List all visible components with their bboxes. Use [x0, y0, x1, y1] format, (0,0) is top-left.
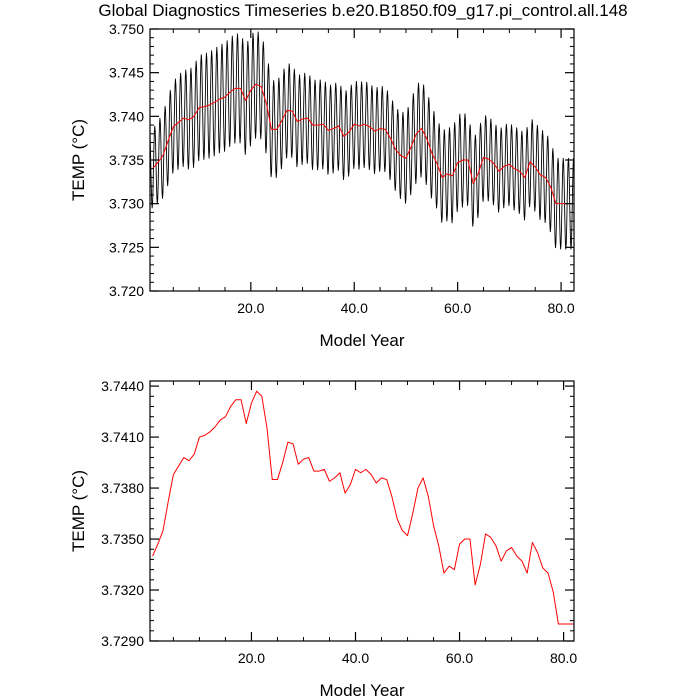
y-tick-label: 3.720 — [109, 283, 144, 299]
x-tick-label: 60.0 — [446, 650, 473, 666]
annual-mean-line — [152, 83, 572, 205]
chart-panel-2: 20.0 40.0 60.0 80.0 3.7290 3.7320 3.7350 3.7380… — [69, 378, 577, 700]
y-tick-label: 3.7380 — [101, 480, 144, 496]
y-tick-label: 3.7440 — [101, 378, 144, 394]
plot-area — [150, 31, 574, 250]
y-tick-label: 3.730 — [109, 196, 144, 212]
y-tick-label: 3.735 — [109, 152, 144, 168]
x-tick-label: 80.0 — [547, 300, 574, 316]
x-tick-label: 40.0 — [341, 300, 368, 316]
y-tick-label: 3.7350 — [101, 531, 144, 547]
x-tick-label: 80.0 — [550, 650, 577, 666]
x-tick-label: 40.0 — [342, 650, 369, 666]
y-tick-label: 3.7410 — [101, 429, 144, 445]
plot-frame — [149, 380, 575, 642]
x-axis-label: Model Year — [319, 681, 404, 700]
y-tick-label: 3.750 — [109, 21, 144, 37]
y-tick-label: 3.745 — [109, 65, 144, 81]
y-axis-label: TEMP (°C) — [69, 119, 88, 201]
figure-title: Global Diagnostics Timeseries b.e20.B185… — [98, 1, 627, 20]
y-tick-label: 3.740 — [109, 108, 144, 124]
annual-mean-line — [152, 390, 574, 625]
x-tick-label: 20.0 — [237, 300, 264, 316]
x-axis-label: Model Year — [319, 331, 404, 350]
y-axis-label: TEMP (°C) — [69, 470, 88, 552]
monthly-series-line — [150, 31, 574, 250]
x-tick-label: 20.0 — [238, 650, 265, 666]
x-tick-label: 60.0 — [444, 300, 471, 316]
y-tick-label: 3.725 — [109, 239, 144, 255]
y-tick-label: 3.7290 — [101, 633, 144, 649]
chart-panel-1: 20.0 40.0 60.0 80.0 3.720 3.725 3.730 3.735 3.74… — [69, 21, 575, 350]
plot-area — [152, 390, 574, 625]
y-tick-label: 3.7320 — [101, 582, 144, 598]
